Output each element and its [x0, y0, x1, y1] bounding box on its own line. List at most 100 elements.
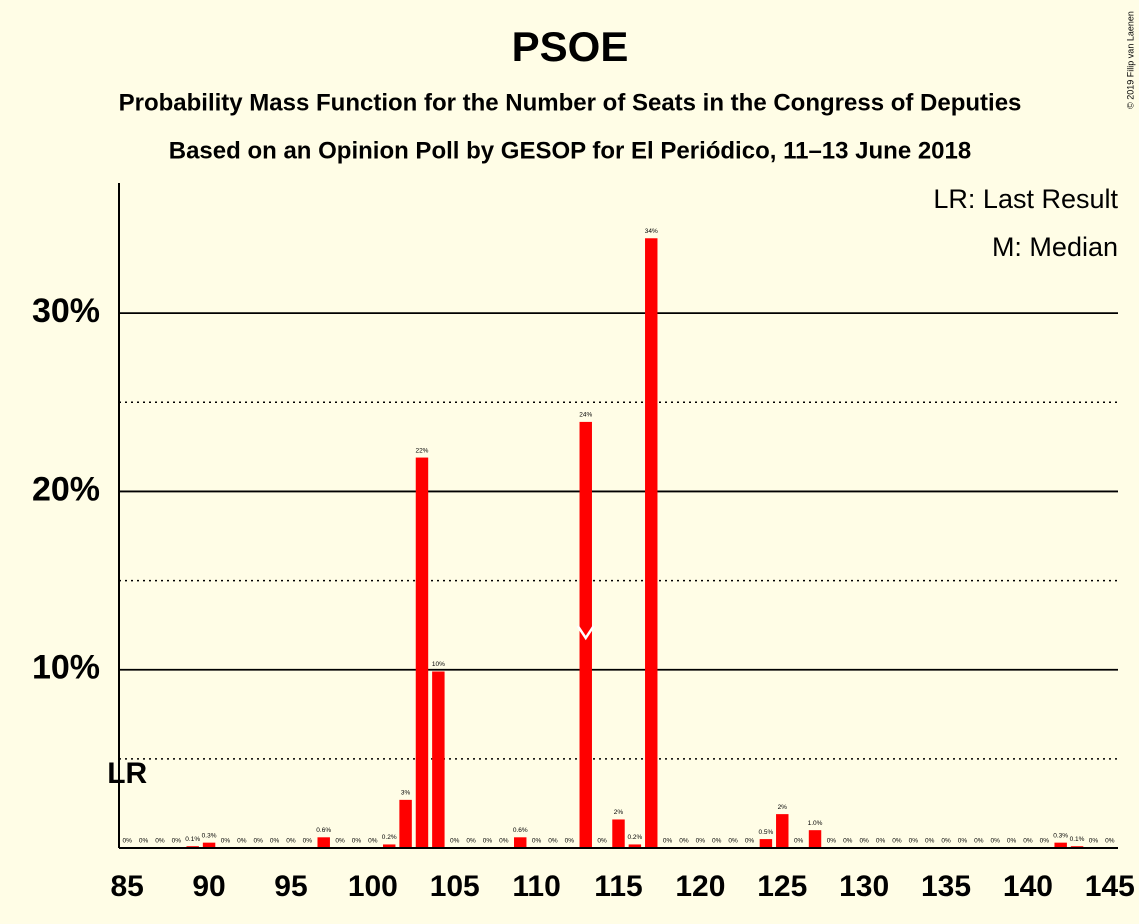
value-label: 0.6%: [513, 827, 528, 834]
last-result-label: LR: [107, 757, 147, 790]
value-label: 0.5%: [758, 829, 773, 836]
x-tick-label: 130: [839, 870, 889, 903]
bar: [399, 799, 412, 848]
value-label: 0%: [254, 838, 264, 845]
value-label: 0%: [335, 838, 345, 845]
copyright: © 2019 Filip van Laenen: [1125, 11, 1135, 109]
value-label: 1.0%: [808, 820, 823, 827]
value-label: 0.1%: [1070, 836, 1085, 843]
bar: [415, 457, 429, 848]
value-label: 0%: [286, 838, 296, 845]
x-tick-label: 90: [192, 870, 225, 903]
value-label: 0%: [859, 838, 869, 845]
x-tick-label: 95: [274, 870, 307, 903]
value-label: 0%: [925, 838, 935, 845]
value-label: 0%: [352, 838, 362, 845]
value-label: 0%: [1023, 838, 1033, 845]
bar: [202, 842, 216, 848]
value-label: 0%: [679, 838, 689, 845]
value-label: 3%: [401, 790, 411, 797]
bar: [317, 837, 330, 848]
value-label: 0.1%: [185, 836, 200, 843]
value-label: 0%: [532, 838, 542, 845]
value-label: 0%: [237, 838, 247, 845]
chart-subtitle: Based on an Opinion Poll by GESOP for El…: [169, 137, 971, 164]
y-tick-label: 10%: [32, 649, 100, 687]
value-label: 0%: [876, 838, 886, 845]
value-label: 0%: [139, 838, 149, 845]
value-label: 2%: [614, 809, 624, 816]
value-label: 0%: [712, 838, 722, 845]
value-label: 0%: [909, 838, 919, 845]
value-label: 0%: [1105, 838, 1115, 845]
bar: [1054, 842, 1067, 848]
value-label: 0%: [745, 838, 755, 845]
value-label: 0%: [368, 838, 378, 845]
value-label: 0.2%: [627, 834, 642, 841]
value-label: 0%: [794, 838, 804, 845]
value-label: 22%: [415, 447, 428, 454]
value-label: 34%: [645, 228, 658, 235]
bar: [776, 814, 789, 848]
value-label: 0%: [974, 838, 984, 845]
value-label: 0%: [696, 838, 706, 845]
value-label: 0%: [1040, 838, 1050, 845]
value-label: 0%: [597, 838, 607, 845]
y-tick-label: 30%: [32, 292, 100, 330]
value-label: 0%: [483, 838, 493, 845]
value-label: 0.3%: [1053, 832, 1068, 839]
value-label: 0%: [303, 838, 313, 845]
value-label: 2%: [778, 804, 788, 811]
value-label: 0%: [221, 838, 231, 845]
value-label: 0.6%: [316, 827, 331, 834]
median-marker: [576, 625, 595, 641]
y-tick-label: 20%: [32, 470, 100, 508]
bar: [382, 844, 396, 848]
x-tick-label: 125: [757, 870, 807, 903]
value-label: 0%: [892, 838, 902, 845]
bar: [628, 844, 642, 848]
x-tick-label: 145: [1085, 870, 1135, 903]
value-label: 0%: [499, 838, 509, 845]
x-tick-label: 140: [1003, 870, 1053, 903]
value-label: 0%: [1089, 838, 1099, 845]
legend-entry: M: Median: [992, 232, 1118, 262]
bar: [808, 830, 822, 848]
value-label: 0%: [728, 838, 738, 845]
value-label: 0%: [270, 838, 280, 845]
value-label: 0.3%: [202, 832, 217, 839]
value-label: 0%: [548, 838, 558, 845]
value-label: 0%: [663, 838, 673, 845]
value-label: 0%: [172, 838, 182, 845]
bar: [432, 671, 445, 848]
value-label: 0%: [827, 838, 837, 845]
x-tick-label: 85: [111, 870, 144, 903]
x-tick-label: 100: [348, 870, 398, 903]
legend-entry: LR: Last Result: [933, 184, 1118, 214]
x-tick-label: 120: [675, 870, 725, 903]
x-tick-label: 110: [512, 870, 560, 903]
value-label: 0%: [466, 838, 476, 845]
value-label: 0.2%: [382, 834, 397, 841]
value-label: 24%: [579, 412, 592, 419]
value-label: 0%: [155, 838, 165, 845]
value-label: 0%: [565, 838, 575, 845]
bar: [612, 819, 625, 848]
value-label: 0%: [990, 838, 1000, 845]
chart-title: PSOE: [512, 23, 629, 70]
x-tick-label: 115: [594, 870, 642, 903]
bar: [645, 238, 658, 849]
value-label: 0%: [941, 838, 951, 845]
value-label: 0%: [843, 838, 853, 845]
value-label: 0%: [450, 838, 460, 845]
value-label: 0%: [1007, 838, 1017, 845]
bar: [514, 837, 527, 848]
x-tick-label: 105: [430, 870, 480, 903]
value-label: 0%: [122, 838, 132, 845]
value-label: 10%: [432, 661, 445, 668]
chart-subtitle: Probability Mass Function for the Number…: [119, 89, 1022, 116]
x-tick-label: 135: [921, 870, 971, 903]
value-label: 0%: [958, 838, 968, 845]
